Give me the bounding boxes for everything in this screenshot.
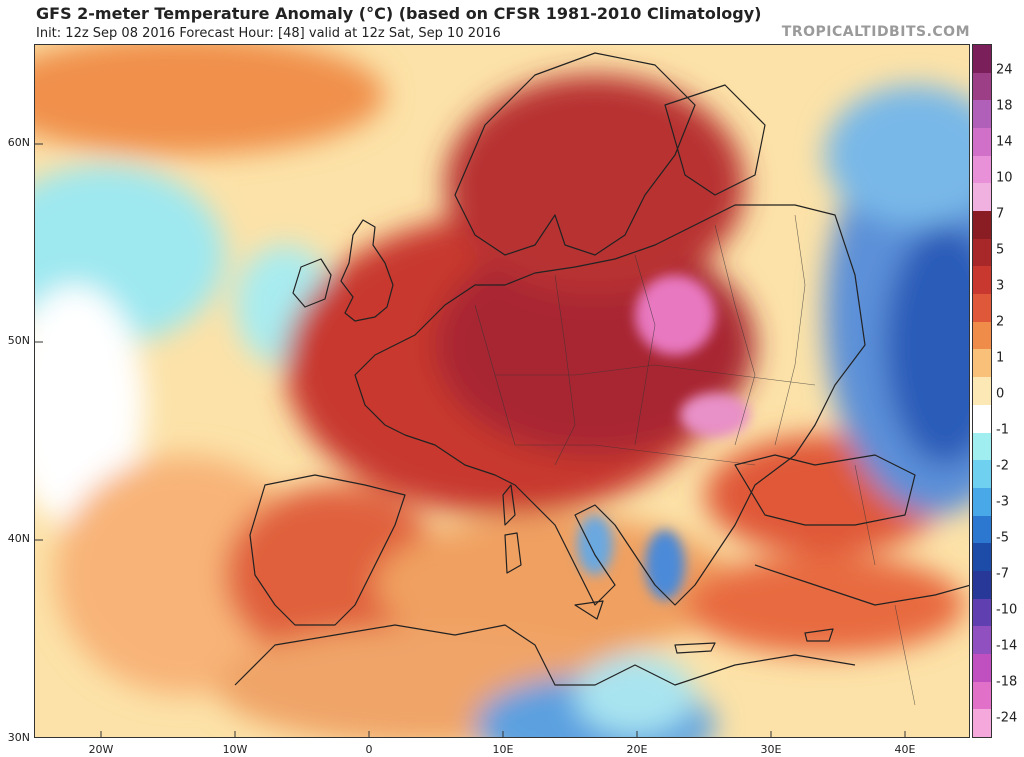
colorbar-segment [973, 72, 991, 101]
colorbar-segment [973, 515, 991, 544]
corsica-coastline [502, 484, 516, 526]
finland-coastline [664, 84, 766, 196]
colorbar-label: -5 [996, 530, 1009, 546]
colorbar-label: 3 [996, 278, 1005, 294]
sicily-coastline [574, 600, 604, 620]
colorbar-label: -10 [996, 602, 1018, 618]
carpathian-hot-spot [680, 393, 750, 437]
colorbar-label: -18 [996, 674, 1018, 690]
coastlines [234, 52, 969, 686]
border-line [634, 254, 656, 446]
mainland-europe-coastline [354, 204, 866, 606]
colorbar-segment [973, 653, 991, 682]
crete-coastline [674, 642, 716, 654]
lon-label-20w: 20W [88, 743, 114, 756]
colorbar-segment [973, 349, 991, 378]
colorbar-segment [973, 432, 991, 461]
colorbar-label: 14 [996, 134, 1013, 150]
colorbar-label: 2 [996, 314, 1005, 330]
colorbar-label: -24 [996, 710, 1018, 726]
turkey-warm-anomaly [685, 555, 965, 655]
colorbar-label: -1 [996, 422, 1009, 438]
iberia-coastline [249, 474, 406, 626]
north-russia-cool-anomaly [825, 85, 969, 225]
mediterranean-warm-anomaly [375, 515, 735, 655]
great-britain-coastline [340, 219, 394, 322]
black-sea-coastline [734, 454, 916, 526]
colorbar-segment [973, 626, 991, 655]
border-line [495, 364, 816, 386]
forecast-info: Init: 12z Sep 08 2016 Forecast Hour: [48… [36, 26, 501, 41]
colorbar-segment [973, 45, 991, 73]
colorbar-segment [973, 377, 991, 406]
colorbar-segment [973, 211, 991, 240]
lon-label-10e: 10E [492, 743, 514, 756]
lat-label-30n: 30N [7, 731, 30, 744]
graticule-ticks [35, 143, 906, 737]
colorbar-segment [973, 238, 991, 267]
scandinavia-warm-anomaly [445, 75, 745, 295]
lat-label-50n: 50N [7, 334, 30, 347]
colorbar-segment [973, 100, 991, 129]
colorbar-label: 0 [996, 386, 1005, 402]
colorbar-segment [973, 681, 991, 710]
lon-label-20e: 20E [626, 743, 648, 756]
colorbar-label: 18 [996, 98, 1013, 114]
ireland-coastline [292, 258, 332, 308]
colorbar-segment [973, 487, 991, 516]
colorbar-segment [973, 183, 991, 212]
country-borders [474, 214, 916, 706]
balkan-cool-patch [645, 530, 685, 600]
colorbar-label: 10 [996, 170, 1013, 186]
turkey-coastline [754, 564, 969, 606]
lat-label-40n: 40N [7, 532, 30, 545]
colorbar-segment [973, 266, 991, 295]
colorbar-label: 5 [996, 242, 1005, 258]
colorbar-segment [973, 598, 991, 627]
sardinia-coastline [504, 532, 522, 574]
colorbar-segment [973, 709, 991, 738]
cyprus-coastline [804, 628, 834, 642]
lon-label-10w: 10W [222, 743, 248, 756]
atlantic-neutral-anomaly [35, 285, 145, 525]
lon-label-30e: 30E [760, 743, 782, 756]
colorbar-segment [973, 128, 991, 157]
border-line [854, 464, 876, 566]
border-line [894, 604, 916, 706]
border-line [714, 224, 756, 446]
italy-cool-patch [577, 515, 613, 575]
colorbar-label: -3 [996, 494, 1009, 510]
colorbar-segment [973, 155, 991, 184]
colorbar-label: -14 [996, 638, 1018, 654]
colorbar-label: 7 [996, 206, 1005, 222]
border-line [774, 214, 806, 446]
colorbar-segment [973, 404, 991, 433]
colorbar [972, 44, 992, 738]
source-watermark: TROPICALTIDBITS.COM [781, 24, 970, 40]
colorbar-segment [973, 460, 991, 489]
russia-cold-core [885, 225, 969, 465]
map-title: GFS 2-meter Temperature Anomaly (°C) (ba… [36, 4, 762, 23]
lat-label-60n: 60N [7, 136, 30, 149]
colorbar-label: 1 [996, 350, 1005, 366]
colorbar-segment [973, 294, 991, 323]
colorbar-label: 24 [996, 62, 1013, 78]
anomaly-map [34, 44, 970, 738]
iberia-warm-anomaly [225, 485, 445, 665]
atlantic-warm-patch [55, 455, 315, 695]
colorbar-segment [973, 321, 991, 350]
libya-cool-anomaly [575, 655, 695, 735]
poland-hot-spot [635, 275, 715, 355]
lon-label-0: 0 [365, 743, 373, 756]
colorbar-label: -7 [996, 566, 1009, 582]
lon-label-40e: 40E [894, 743, 916, 756]
colorbar-label: -2 [996, 458, 1009, 474]
greenland-sea-warm-anomaly [35, 45, 385, 155]
colorbar-segment [973, 543, 991, 572]
north-africa-coastline [234, 624, 856, 686]
colorbar-segment [973, 570, 991, 599]
border-line [515, 444, 756, 466]
scandinavia-coastline [454, 52, 696, 256]
